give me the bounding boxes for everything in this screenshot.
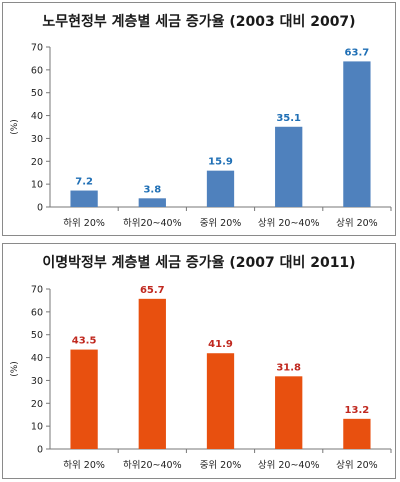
y-axis-label: (%): [10, 361, 20, 377]
bar: [343, 61, 371, 208]
y-tick-label: 50: [31, 330, 43, 341]
y-tick-label: 30: [31, 134, 43, 145]
bar: [138, 298, 166, 449]
y-tick-label: 70: [31, 285, 43, 296]
y-tick-label: 70: [31, 43, 43, 54]
chart-title: 노무현정부 계층별 세금 증가율 (2003 대비 2007): [42, 14, 356, 30]
data-label: 13.2: [345, 405, 370, 416]
data-label: 41.9: [208, 339, 233, 350]
y-tick-label: 20: [31, 399, 43, 410]
data-label: 63.7: [345, 47, 370, 58]
data-label: 7.2: [75, 177, 93, 188]
y-tick-label: 40: [31, 353, 43, 364]
bar-chart-bottom: 0 10 20 30 40 50 60 70 (%) 43.5 하위 20% 65.7 하위20~40%…: [10, 285, 392, 471]
y-tick-label: 40: [31, 111, 43, 122]
chart-title: 이명박정부 계층별 세금 증가율 (2007 대비 2011): [42, 255, 356, 271]
bar: [138, 198, 166, 207]
x-tick-label: 상위 20%: [336, 217, 378, 229]
y-tick-label: 60: [31, 65, 43, 76]
y-tick-label: 10: [31, 422, 43, 433]
y-axis-label: (%): [10, 119, 20, 135]
x-tick-label: 중위 20%: [200, 217, 242, 229]
y-tick-label: 10: [31, 180, 43, 191]
x-tick-label: 하위 20%: [63, 459, 105, 471]
chart-panel-bottom: 이명박정부 계층별 세금 증가율 (2007 대비 2011) 0 10 20 30 4…: [2, 243, 396, 479]
y-tick-label: 0: [37, 203, 43, 214]
chart-panel-top: 노무현정부 계층별 세금 증가율 (2003 대비 2007) 0 10 20 30 4…: [2, 2, 396, 236]
y-tick-label: 20: [31, 157, 43, 168]
x-tick-label: 하위20~40%: [123, 459, 182, 471]
x-tick-label: 상위 20~40%: [258, 217, 320, 229]
bar-chart-top: 0 10 20 30 40 50 60 70 (%) 7.2 하위 20% 3.8 하위20~40% 15…: [10, 43, 392, 229]
data-label: 43.5: [72, 336, 97, 347]
y-tick-label: 60: [31, 307, 43, 318]
bar: [206, 353, 235, 449]
bar: [70, 349, 98, 449]
x-tick-label: 하위 20%: [63, 217, 105, 229]
bar: [343, 418, 371, 449]
data-label: 65.7: [140, 285, 165, 296]
bar: [275, 126, 303, 207]
y-tick-label: 0: [37, 445, 43, 456]
x-tick-label: 중위 20%: [200, 459, 242, 471]
bar: [206, 170, 235, 207]
data-label: 3.8: [143, 184, 161, 195]
bar: [70, 190, 98, 207]
x-tick-label: 상위 20%: [336, 459, 378, 471]
y-tick-label: 30: [31, 376, 43, 387]
x-tick-label: 상위 20~40%: [258, 459, 320, 471]
x-tick-label: 하위20~40%: [123, 217, 182, 229]
y-tick-label: 50: [31, 88, 43, 99]
data-label: 15.9: [208, 157, 233, 168]
bar: [275, 376, 303, 449]
data-label: 31.8: [276, 362, 301, 373]
data-label: 35.1: [276, 113, 301, 124]
